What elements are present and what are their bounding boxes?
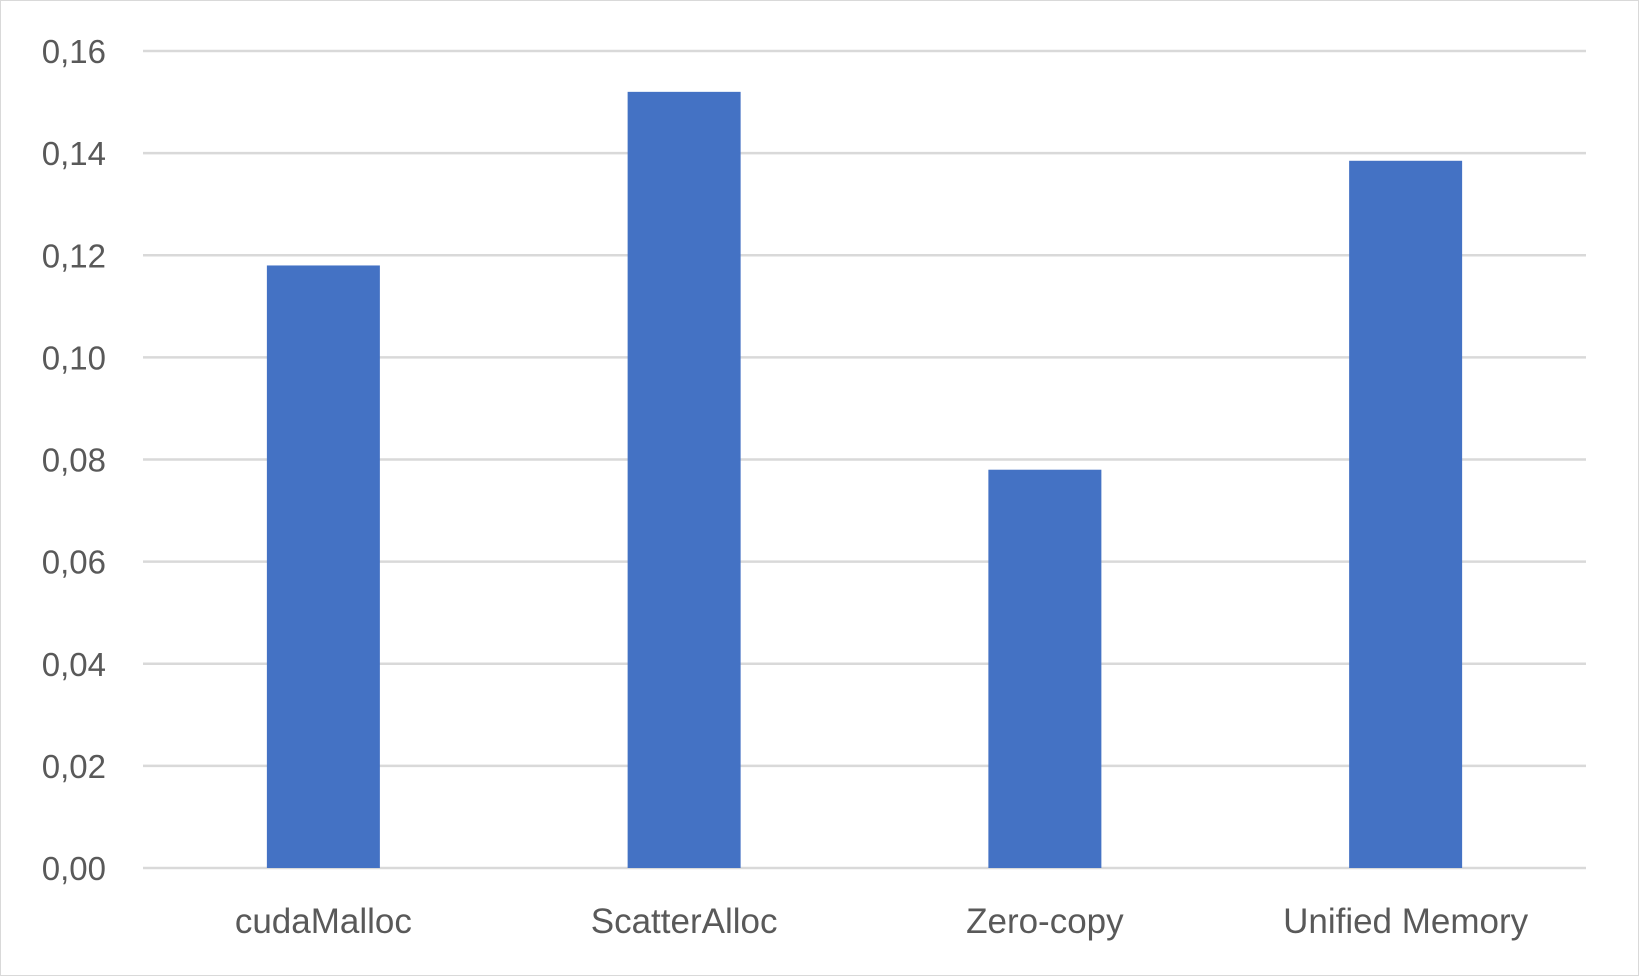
x-category-label: ScatterAlloc (591, 902, 778, 941)
y-tick-label: 0,14 (42, 135, 106, 172)
gridlines (143, 49, 1586, 870)
y-axis-tick-labels: 0,00 0,02 0,04 0,06 0,08 0,10 0,12 0,14 0,16 (42, 33, 106, 887)
y-tick-label: 0,00 (42, 850, 106, 887)
y-tick-label: 0,04 (42, 646, 106, 683)
bar-cudamalloc (266, 265, 380, 868)
y-tick-label: 0,08 (42, 442, 106, 479)
x-category-label: Zero-copy (966, 902, 1124, 941)
x-category-label: cudaMalloc (235, 902, 412, 941)
y-tick-label: 0,16 (42, 33, 106, 70)
bar-scatteralloc (627, 91, 741, 869)
y-tick-label: 0,06 (42, 544, 106, 581)
bars (266, 91, 1463, 869)
bar-unified-memory (1349, 160, 1463, 869)
x-category-label: Unified Memory (1283, 902, 1529, 941)
y-tick-label: 0,10 (42, 339, 106, 376)
x-axis-category-labels: cudaMalloc ScatterAlloc Zero-copy Unified M… (235, 902, 1529, 941)
y-tick-label: 0,12 (42, 237, 106, 274)
y-tick-label: 0,02 (42, 748, 106, 785)
bar-zero-copy (988, 469, 1102, 868)
